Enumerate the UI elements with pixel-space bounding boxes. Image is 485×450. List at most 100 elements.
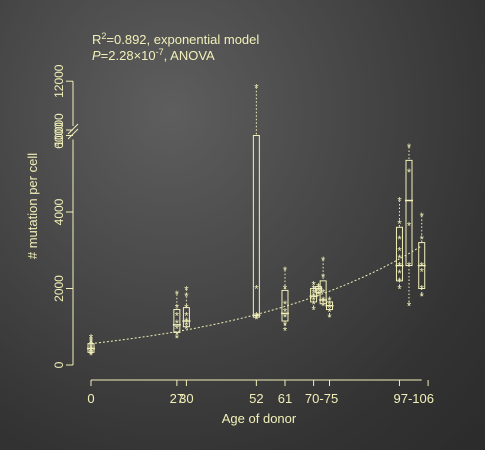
x-tick-52: 52	[249, 391, 263, 406]
data-point: *	[184, 316, 189, 328]
y-tick-4000: 4000	[52, 198, 66, 225]
data-point: *	[311, 284, 316, 296]
data-point: *	[254, 314, 259, 326]
data-point: *	[420, 291, 425, 303]
box	[310, 288, 318, 303]
box-group-9: *********	[395, 196, 404, 296]
data-point: *	[175, 318, 180, 330]
y-tick-2000: 2000	[52, 275, 66, 302]
data-point: *	[420, 234, 425, 246]
y-tick-6000: 6000	[52, 122, 66, 149]
data-point: *	[327, 295, 332, 307]
box	[173, 309, 181, 333]
data-point: *	[89, 342, 94, 354]
data-point: *	[283, 320, 288, 332]
data-point: *	[321, 295, 326, 307]
box	[405, 159, 413, 267]
y-tick-12000: 12000	[52, 64, 66, 98]
data-point: *	[311, 291, 316, 303]
box	[395, 226, 403, 282]
data-point: *	[397, 234, 402, 246]
box-group-5: *******	[309, 280, 318, 317]
box-group-8: *****	[325, 295, 334, 324]
data-point: *	[311, 280, 316, 292]
data-point: *	[283, 306, 288, 318]
data-point: *	[283, 326, 288, 338]
data-point: *	[184, 324, 189, 336]
data-point: *	[311, 305, 316, 317]
x-tick-0: 0	[87, 391, 94, 406]
data-point: *	[397, 245, 402, 257]
data-point: *	[327, 299, 332, 311]
data-point: *	[311, 299, 316, 311]
data-point: *	[283, 265, 288, 277]
y-axis-label: # mutation per cell	[25, 153, 40, 259]
box-group-10: * * * * *	[405, 142, 413, 313]
data-point: *	[311, 295, 316, 307]
data-point: *	[89, 337, 94, 349]
box-group-11: ******	[417, 211, 426, 303]
data-point: *	[316, 289, 321, 301]
data-point: *	[184, 291, 189, 303]
data-point: *	[89, 347, 94, 359]
x-tick-27: 27	[170, 391, 184, 406]
data-point: *	[397, 218, 402, 230]
y-tick-0: 0	[52, 361, 66, 368]
data-point: *	[184, 284, 189, 296]
axis-break-mark	[67, 128, 79, 140]
data-point: *	[420, 261, 425, 273]
box-group-6: ***	[314, 282, 323, 301]
box-group-1: *******	[172, 289, 181, 345]
data-point: *	[316, 282, 321, 294]
data-point: *	[89, 345, 94, 357]
x-tick-61: 61	[278, 391, 292, 406]
data-point: *	[311, 287, 316, 299]
box-groups: ********** ******************************…	[87, 82, 426, 362]
data-point: *	[254, 82, 259, 94]
data-point: *	[397, 196, 402, 208]
data-point: *	[321, 255, 326, 267]
box-group-2: *******	[182, 284, 191, 336]
fit-curve-line	[90, 245, 422, 345]
data-point: *	[283, 299, 288, 311]
x-axis-label: Age of donor	[222, 411, 297, 426]
data-point: *	[407, 261, 412, 273]
x-tick-30: 30	[179, 391, 193, 406]
box	[314, 286, 322, 293]
data-point: *	[184, 303, 189, 315]
data-point: *	[254, 284, 259, 296]
data-point: *	[420, 211, 425, 223]
data-point: *	[175, 303, 180, 315]
data-point: *	[407, 301, 412, 313]
box	[281, 289, 289, 322]
data-point: *	[327, 306, 332, 318]
fit-curve	[90, 245, 422, 345]
data-point: *	[316, 285, 321, 297]
annotation-r2: R2=0.892, exponential model	[92, 31, 259, 47]
data-point: *	[397, 276, 402, 288]
data-point: *	[283, 312, 288, 324]
box	[319, 280, 327, 305]
box	[252, 135, 260, 318]
data-point: *	[89, 344, 94, 356]
data-point: *	[184, 310, 189, 322]
box-group-7: ******	[319, 255, 328, 313]
data-point: *	[327, 312, 332, 324]
data-point: *	[327, 303, 332, 315]
data-point: *	[184, 320, 189, 332]
box	[182, 307, 190, 328]
data-point: *	[254, 312, 259, 324]
data-point: *	[321, 297, 326, 309]
x-tick-97-106: 97-106	[394, 391, 434, 406]
data-point: *	[89, 332, 94, 344]
data-point: *	[283, 284, 288, 296]
box-group-4: *******	[280, 265, 289, 338]
data-point: *	[254, 310, 259, 322]
data-point: *	[89, 335, 94, 347]
data-point: *	[321, 287, 326, 299]
data-point: *	[89, 340, 94, 352]
data-point: *	[397, 268, 402, 280]
data-point: *	[175, 329, 180, 341]
